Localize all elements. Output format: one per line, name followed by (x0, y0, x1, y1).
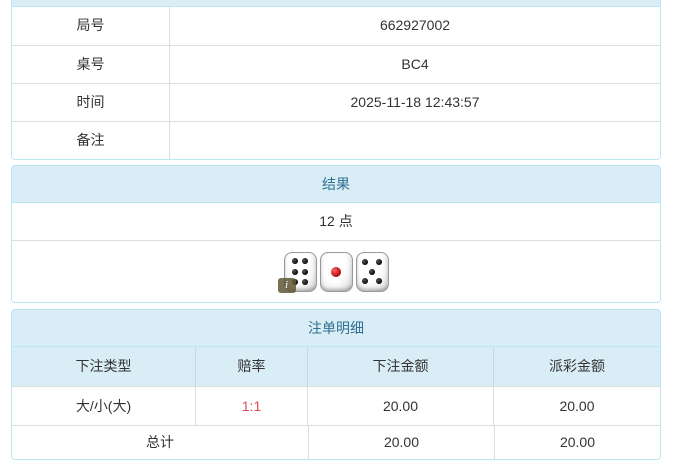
table-number-value: BC4 (401, 56, 429, 72)
table-row: 时间 2025-11-18 12:43:57 (12, 83, 660, 121)
dice-row: i (12, 241, 660, 302)
table-row: 局号 662927002 (12, 7, 660, 45)
col-bet-type: 下注类型 (12, 347, 196, 386)
total-row: 总计 20.00 20.00 (12, 426, 660, 459)
result-panel: 结果 12 点 i (11, 165, 661, 303)
bet-odds-value: 1:1 (196, 387, 308, 425)
bet-amount-value: 20.00 (308, 387, 494, 425)
bets-header-row: 下注类型 赔率 下注金额 派彩金额 (12, 347, 660, 387)
total-label: 总计 (12, 426, 309, 459)
die-pip (361, 259, 368, 266)
round-number-value: 662927002 (379, 17, 451, 33)
remark-value (170, 122, 660, 159)
total-payout-amount: 20.00 (559, 434, 596, 450)
die-pip (361, 277, 368, 284)
bet-details-panel: 注单明细 下注类型 赔率 下注金额 派彩金额 大/小(大) 1:1 20.00 … (11, 309, 661, 460)
bet-details-title: 注单明细 (12, 310, 660, 347)
total-bet-amount: 20.00 (309, 426, 495, 459)
table-row: 备注 (12, 121, 660, 159)
table-row: 桌号 BC4 (12, 45, 660, 83)
die-pip (291, 258, 298, 265)
bet-row: 大/小(大) 1:1 20.00 20.00 (12, 387, 660, 426)
die-pip (376, 259, 383, 266)
table-number-label: 桌号 (12, 46, 170, 83)
time-value: 2025-11-18 12:43:57 (350, 94, 480, 110)
game-info-panel-heading (12, 0, 660, 7)
die-pip (302, 268, 309, 275)
die-pip (291, 268, 298, 275)
die-icon (319, 251, 353, 292)
die-pip (376, 277, 383, 284)
col-odds: 赔率 (196, 347, 308, 386)
result-panel-title: 结果 (12, 166, 660, 203)
die-pip (302, 278, 309, 285)
payout-amount-value: 20.00 (559, 398, 595, 414)
info-icon[interactable]: i (277, 277, 296, 293)
die-pip (331, 266, 341, 277)
col-bet-amount: 下注金额 (308, 347, 494, 386)
die-pip (302, 258, 309, 265)
bet-type-value: 大/小(大) (12, 387, 196, 425)
die-pip (369, 268, 375, 275)
result-points: 12 点 (12, 203, 660, 241)
game-info-panel: 局号 662927002 桌号 BC4 时间 2025-11-18 12:43:… (11, 0, 661, 160)
remark-label: 备注 (12, 122, 170, 159)
die-icon (355, 251, 389, 292)
time-label: 时间 (12, 84, 170, 121)
round-number-label: 局号 (12, 7, 170, 45)
col-payout-amount: 派彩金额 (549, 358, 605, 374)
die-icon: i (277, 251, 317, 293)
